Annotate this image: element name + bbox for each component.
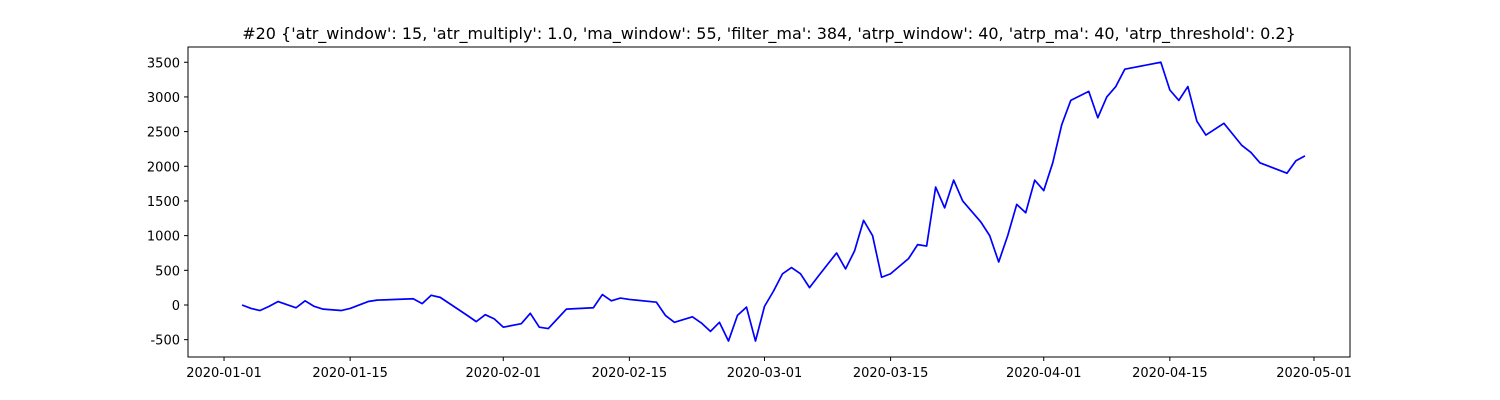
x-tick-label: 2020-01-15 bbox=[312, 366, 388, 381]
x-tick-label: 2020-02-01 bbox=[465, 366, 541, 381]
y-tick-label: 3500 bbox=[147, 56, 180, 71]
data-line bbox=[241, 61, 1306, 342]
y-tick-label: 0 bbox=[172, 299, 180, 314]
x-tick-label: 2020-04-01 bbox=[1006, 366, 1082, 381]
y-tick-label: 2000 bbox=[147, 160, 180, 175]
x-tick-label: 2020-03-15 bbox=[853, 366, 929, 381]
y-tick-label: -500 bbox=[150, 334, 180, 349]
y-tick-label: 3000 bbox=[147, 91, 180, 106]
plot-frame bbox=[187, 46, 1351, 358]
y-tick-label: 1500 bbox=[147, 195, 180, 210]
chart-title: #20 {'atr_window': 15, 'atr_multiply': 1… bbox=[242, 24, 1296, 44]
y-tick-label: 1000 bbox=[147, 230, 180, 245]
y-tick-label: 500 bbox=[155, 264, 180, 279]
x-tick-label: 2020-05-01 bbox=[1276, 366, 1352, 381]
x-tick-label: 2020-02-15 bbox=[592, 366, 668, 381]
x-tick-label: 2020-01-01 bbox=[186, 366, 262, 381]
x-tick-label: 2020-04-15 bbox=[1132, 366, 1208, 381]
x-tick-label: 2020-03-01 bbox=[727, 366, 803, 381]
y-tick-label: 2500 bbox=[147, 126, 180, 141]
